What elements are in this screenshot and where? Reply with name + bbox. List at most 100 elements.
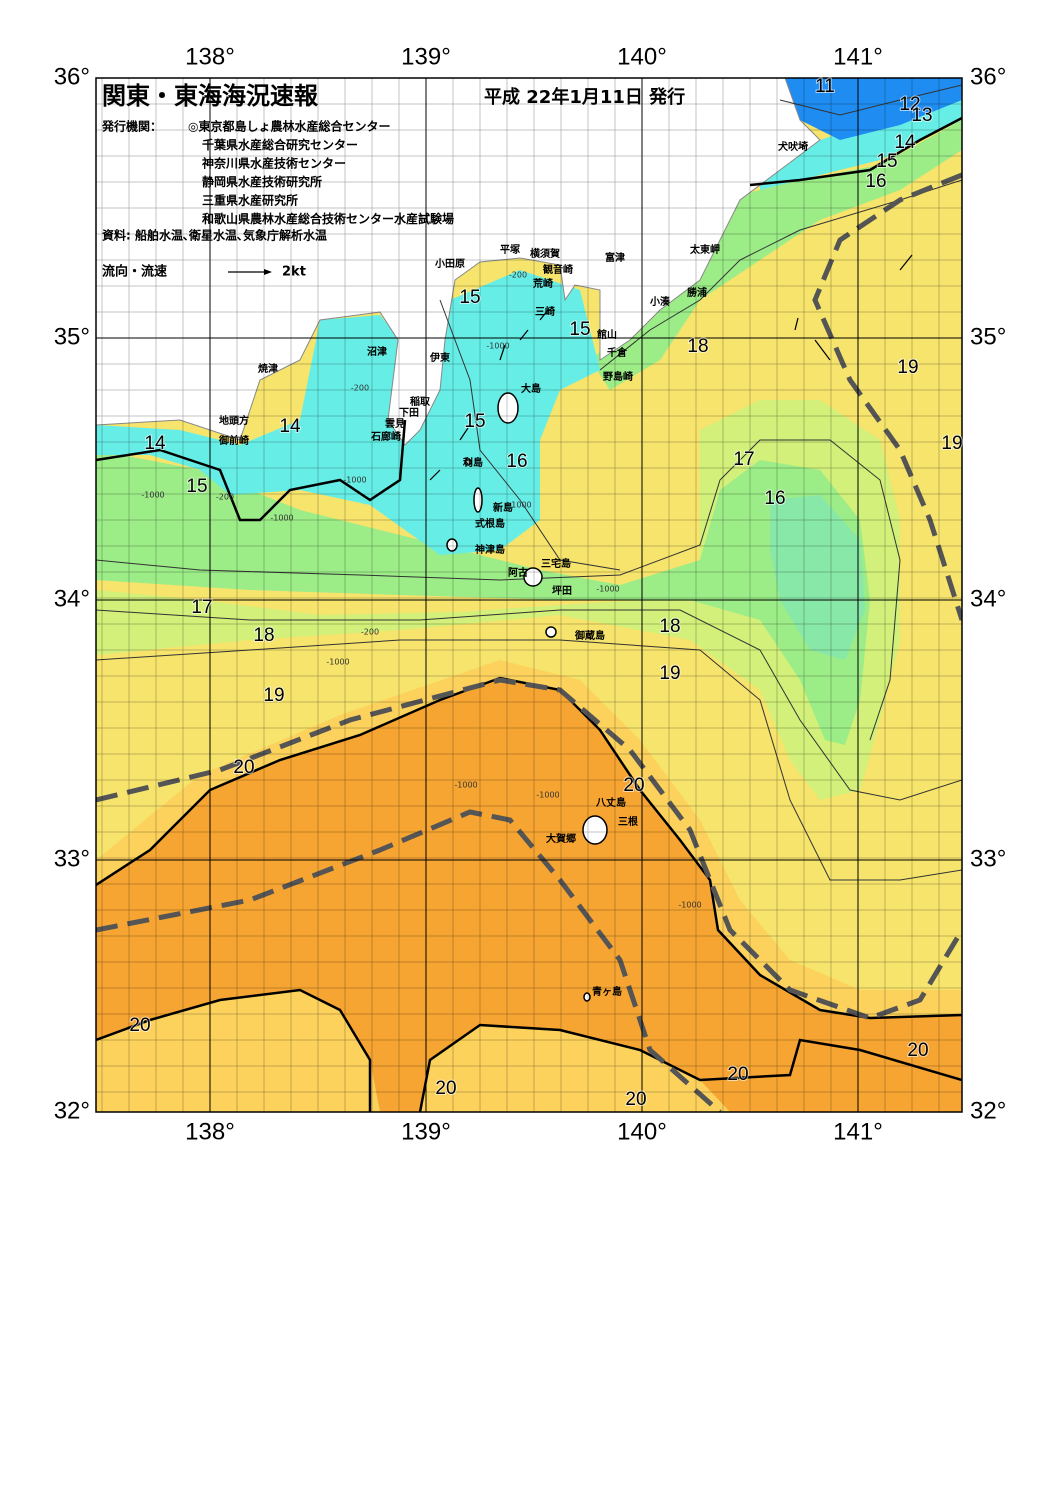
isotherm-label: 20 bbox=[907, 1040, 928, 1061]
isotherm-label: 19 bbox=[659, 663, 680, 684]
depth-label: -200 bbox=[351, 384, 369, 393]
land bbox=[96, 78, 821, 446]
place-name: 阿古 bbox=[508, 566, 528, 579]
latitude-label: 32° bbox=[54, 1097, 90, 1124]
isotherm-label: 15 bbox=[459, 287, 480, 308]
issuer: ◎東京都島しょ農林水産総合センター bbox=[188, 119, 390, 134]
latitude-label: 32° bbox=[970, 1097, 1006, 1124]
issuer: 和歌山県農林水産総合技術センター水産試験場 bbox=[201, 211, 454, 226]
place-name: 太東岬 bbox=[689, 243, 720, 256]
depth-label: -1000 bbox=[486, 342, 509, 351]
isotherm-label: 20 bbox=[233, 757, 254, 778]
title: 関東・東海海況速報 bbox=[102, 82, 319, 110]
issuer: 三重県水産研究所 bbox=[202, 193, 298, 208]
place-name: 千倉 bbox=[607, 346, 628, 359]
place-name: 焼津 bbox=[258, 362, 278, 375]
depth-label: -200 bbox=[216, 493, 234, 502]
depth-label: -1000 bbox=[536, 791, 559, 800]
place-name: 坪田 bbox=[552, 584, 572, 597]
isotherm-label: 17 bbox=[191, 597, 212, 618]
kuroshio-boundaries bbox=[96, 172, 962, 1112]
warm-bottom bbox=[96, 995, 730, 1112]
green bbox=[96, 120, 962, 745]
longitude-label: 141° bbox=[833, 1118, 883, 1145]
place-name: 利島 bbox=[463, 456, 483, 469]
main-isotherms bbox=[96, 116, 962, 1112]
place-name: 三根 bbox=[618, 815, 638, 828]
longitude-label: 141° bbox=[833, 43, 883, 70]
depth-label: -1000 bbox=[508, 501, 531, 510]
place-name: 雲見 bbox=[385, 418, 405, 430]
isotherm-label: 20 bbox=[727, 1064, 748, 1085]
latitude-label: 35° bbox=[970, 323, 1006, 350]
sea-temperature-map bbox=[96, 78, 962, 1112]
place-name: 荒崎 bbox=[532, 277, 553, 290]
isotherm-label: 15 bbox=[569, 319, 590, 340]
latitude-label: 36° bbox=[54, 63, 90, 90]
place-name: 小湊 bbox=[649, 295, 671, 308]
depth-label: -1000 bbox=[678, 901, 701, 910]
issuer: 静岡県水産技術研究所 bbox=[202, 174, 322, 189]
grid bbox=[96, 78, 962, 1112]
isotherm-label: 12 bbox=[899, 94, 920, 115]
sources: 資料: 船舶水温､衛星水温､気象庁解析水温 bbox=[102, 228, 327, 243]
depth-label: -1000 bbox=[454, 781, 477, 790]
place-name: 八丈島 bbox=[595, 796, 626, 809]
isotherm-label: 17 bbox=[733, 449, 754, 470]
kuroshio-core bbox=[96, 678, 962, 1112]
latitude-label: 34° bbox=[54, 585, 90, 612]
place-name: 御前崎 bbox=[218, 434, 249, 447]
place-name: 三崎 bbox=[535, 305, 555, 318]
place-name: 小田原 bbox=[434, 257, 465, 270]
place-name: 沼津 bbox=[367, 345, 387, 358]
latitude-label: 33° bbox=[54, 845, 90, 872]
isotherm-label: 19 bbox=[897, 357, 918, 378]
isotherms bbox=[96, 84, 962, 881]
place-name: 観音崎 bbox=[543, 263, 573, 276]
place-name: 稲取 bbox=[410, 395, 431, 408]
place-name: 富津 bbox=[605, 251, 625, 264]
isotherm-label: 20 bbox=[623, 775, 644, 796]
isotherm-label: 15 bbox=[464, 411, 485, 432]
latitude-label: 36° bbox=[970, 63, 1006, 90]
place-name: 地頭方 bbox=[219, 414, 249, 427]
cold-core bbox=[785, 78, 962, 140]
isotherm-label: 20 bbox=[435, 1078, 456, 1099]
depth-label: -1000 bbox=[326, 658, 349, 667]
degree-lines bbox=[96, 78, 962, 1112]
longitude-label: 140° bbox=[617, 43, 667, 70]
isotherm-label: 18 bbox=[687, 336, 708, 357]
place-name: 犬吠埼 bbox=[778, 140, 808, 153]
place-name: 石廊崎 bbox=[370, 430, 401, 443]
longitude-label: 138° bbox=[185, 43, 235, 70]
place-name: 三宅島 bbox=[541, 557, 571, 570]
isotherm-label: 20 bbox=[625, 1089, 646, 1110]
place-name: 下田 bbox=[399, 407, 419, 419]
issuer: 千葉県水産総合研究センター bbox=[202, 137, 358, 152]
place-name: 館山 bbox=[596, 328, 617, 341]
place-name: 新島 bbox=[493, 501, 513, 514]
latitude-label: 33° bbox=[970, 845, 1006, 872]
isotherm-label: 15 bbox=[876, 151, 897, 172]
islands bbox=[446, 392, 608, 1002]
isotherm-label: 13 bbox=[911, 105, 932, 126]
longitude-label: 138° bbox=[185, 1118, 235, 1145]
isotherm-label: 19 bbox=[941, 433, 962, 454]
legend-speed: 2kt bbox=[282, 265, 306, 280]
longitude-label: 139° bbox=[401, 1118, 451, 1145]
depth-label: -1000 bbox=[343, 476, 366, 485]
isotherm-label: 19 bbox=[263, 685, 284, 706]
latitude-label: 34° bbox=[970, 585, 1006, 612]
place-name: 御蔵島 bbox=[574, 629, 605, 642]
longitude-label: 139° bbox=[401, 43, 451, 70]
legend-label: 流向・流速 bbox=[102, 264, 167, 280]
legend-arrowhead bbox=[264, 269, 272, 275]
depth-label: -200 bbox=[509, 271, 527, 280]
place-name: 伊東 bbox=[429, 351, 450, 364]
place-name: 青ヶ島 bbox=[592, 985, 622, 998]
eddy bbox=[770, 495, 865, 660]
isotherm-label: 20 bbox=[129, 1015, 150, 1036]
isotherm-label: 14 bbox=[894, 132, 916, 153]
